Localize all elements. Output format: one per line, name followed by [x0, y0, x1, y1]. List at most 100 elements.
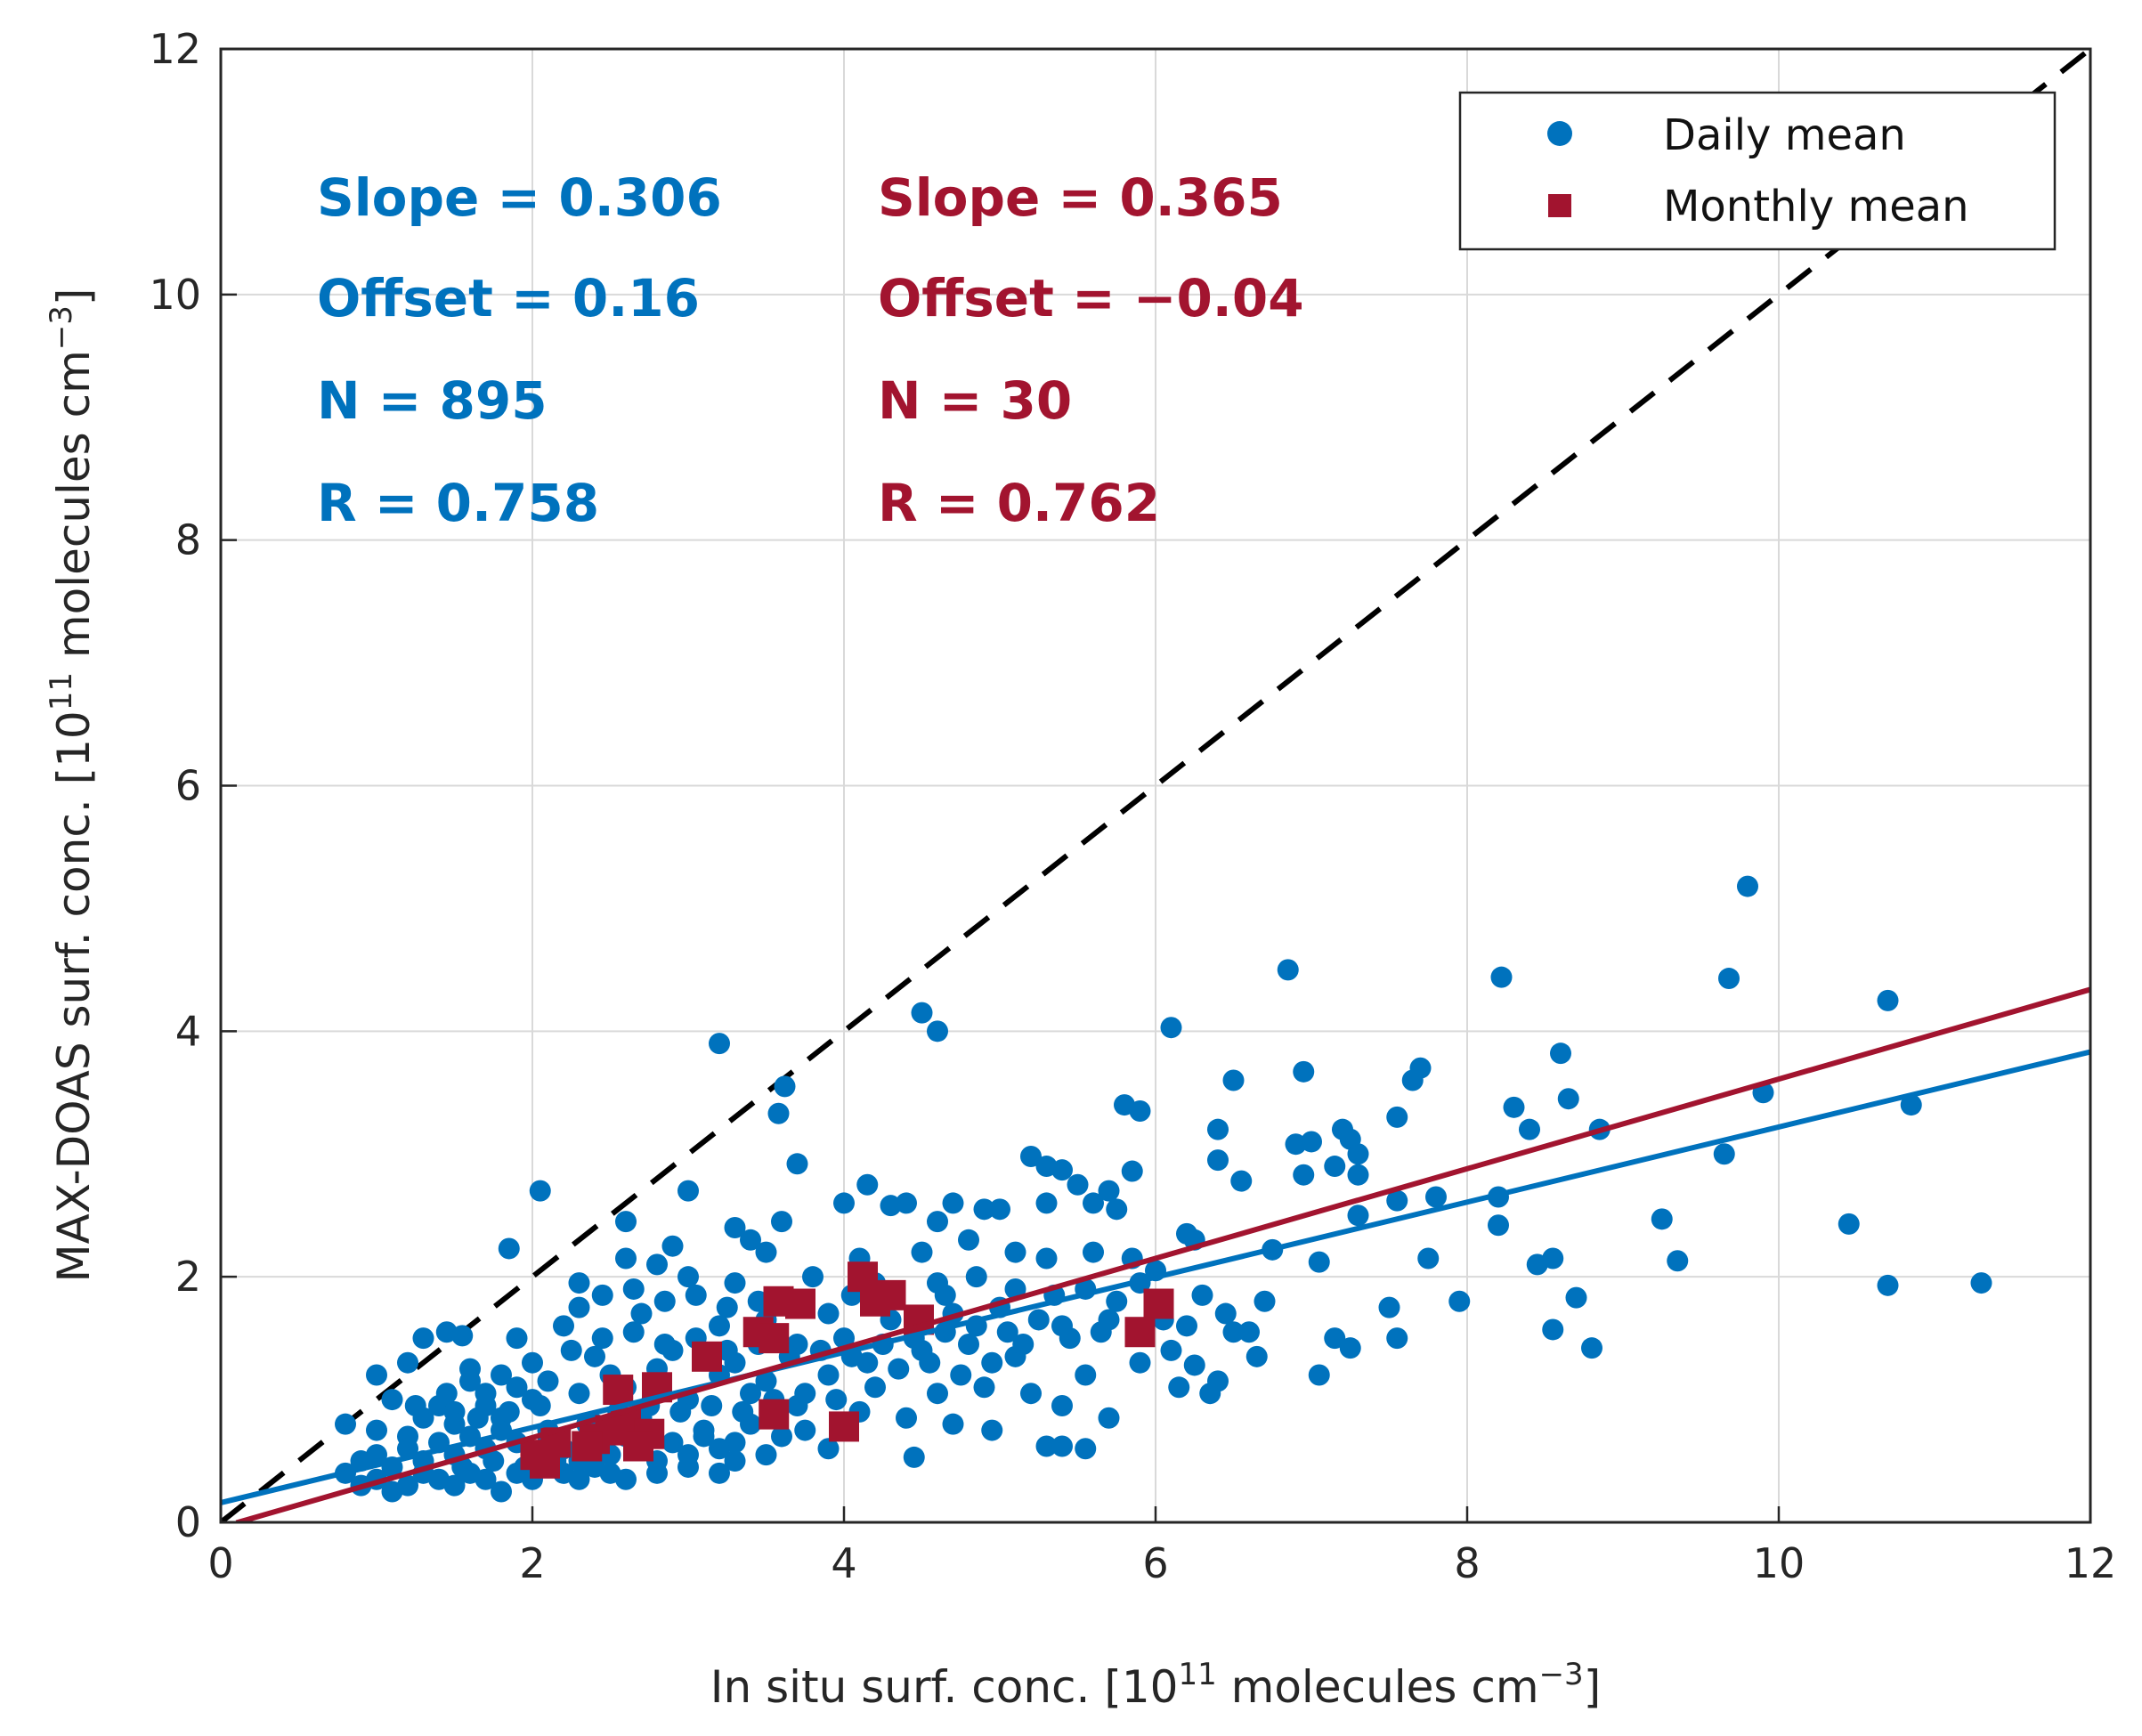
daily-mean-point: [1651, 1208, 1673, 1230]
daily-mean-point: [709, 1315, 730, 1337]
daily-mean-point: [467, 1407, 489, 1429]
daily-mean-point: [1168, 1376, 1190, 1399]
daily-mean-point: [677, 1180, 699, 1202]
daily-mean-point: [568, 1296, 590, 1318]
daily-mean-point: [591, 1327, 613, 1350]
legend-monthly-marker: [1548, 194, 1571, 217]
daily-mean-point: [1401, 1069, 1424, 1091]
daily-mean-point: [724, 1450, 746, 1472]
daily-mean-point: [661, 1235, 684, 1257]
x-tick-label: 10: [1753, 1539, 1805, 1587]
daily-mean-point: [1051, 1159, 1073, 1181]
daily-mean-point: [1324, 1327, 1346, 1350]
daily-mean-point: [919, 1351, 941, 1374]
daily-mean-point: [1339, 1337, 1361, 1359]
daily-mean-point: [864, 1376, 886, 1399]
daily-mean-point: [833, 1192, 855, 1214]
daily-mean-point: [1106, 1290, 1128, 1312]
monthly-mean-point: [623, 1431, 653, 1462]
daily-mean-point: [615, 1468, 637, 1490]
daily-mean-point: [942, 1413, 964, 1435]
daily-mean-point: [989, 1198, 1010, 1221]
daily-mean-point: [1877, 1274, 1899, 1296]
daily-mean-point: [1490, 966, 1513, 988]
daily-mean-point: [1581, 1337, 1602, 1359]
daily-mean-point: [1386, 1327, 1408, 1350]
daily-mean-point: [771, 1425, 792, 1448]
daily-mean-point: [661, 1432, 684, 1454]
daily-mean-point: [716, 1296, 738, 1318]
monthly-mean-point: [572, 1431, 603, 1462]
daily-mean-point: [1667, 1250, 1689, 1272]
daily-mean-point: [1207, 1149, 1229, 1172]
daily-mean-point: [1565, 1286, 1587, 1309]
daily-mean-point: [1230, 1170, 1253, 1192]
daily-mean-point: [1035, 1192, 1058, 1214]
daily-mean-point: [1293, 1164, 1315, 1186]
daily-mean-point: [927, 1211, 948, 1233]
daily-mean-point: [927, 1383, 948, 1405]
daily-mean-point: [1557, 1088, 1579, 1110]
daily-mean-point: [584, 1345, 605, 1367]
daily-mean-point: [1020, 1383, 1042, 1405]
daily-mean-point: [491, 1480, 512, 1503]
daily-mean-point: [568, 1468, 590, 1490]
legend-daily-marker: [1547, 121, 1572, 146]
daily-mean-point: [802, 1266, 824, 1288]
daily-mean-point: [1160, 1017, 1182, 1039]
daily-mean-point: [1020, 1146, 1042, 1168]
daily-mean-point: [1542, 1247, 1564, 1270]
daily-mean-point: [709, 1033, 730, 1055]
daily-mean-point: [491, 1364, 512, 1386]
daily-mean-point: [381, 1389, 403, 1411]
daily-slope: Slope = 0.306: [317, 167, 722, 228]
y-tick-labels: 0 2 4 6 8 10 12: [149, 25, 201, 1546]
daily-mean-point: [529, 1394, 551, 1416]
daily-mean-point: [646, 1253, 668, 1276]
daily-mean-point: [653, 1290, 676, 1312]
monthly-fit-line: [235, 986, 2090, 1522]
daily-mean-point: [669, 1400, 692, 1423]
daily-mean-point: [693, 1425, 715, 1448]
monthly-mean-point: [875, 1279, 906, 1310]
daily-mean-point: [615, 1211, 637, 1233]
y-tick-label: 10: [149, 271, 201, 319]
daily-mean-point: [1035, 1247, 1058, 1270]
daily-mean-point: [1207, 1370, 1229, 1392]
daily-mean-point: [483, 1450, 505, 1472]
daily-mean-point: [958, 1334, 979, 1356]
x-tick-label: 2: [519, 1539, 545, 1587]
daily-mean-point: [475, 1468, 497, 1490]
daily-mean-point: [1718, 968, 1740, 990]
daily-mean-point: [950, 1364, 972, 1386]
daily-mean-point: [1129, 1351, 1151, 1374]
daily-mean-point: [498, 1237, 520, 1260]
monthly-stats: Slope = 0.365 Offset = −0.04 N = 30 R = …: [878, 167, 1304, 533]
daily-mean-point: [1900, 1094, 1922, 1116]
daily-mean-point: [973, 1198, 995, 1221]
x-axis-label: In situ surf. conc. [1011 molecules cm−3…: [710, 1657, 1601, 1713]
daily-mean-point: [451, 1325, 474, 1347]
daily-mean-point: [981, 1351, 1003, 1374]
daily-mean-point: [1417, 1247, 1440, 1270]
daily-mean-point: [973, 1376, 995, 1399]
daily-mean-point: [1503, 1096, 1525, 1118]
daily-fit-line: [221, 1049, 2090, 1505]
daily-mean-point: [740, 1229, 761, 1251]
daily-mean-point: [1877, 989, 1899, 1011]
monthly-n: N = 30: [878, 370, 1072, 431]
daily-mean-point: [856, 1173, 879, 1196]
daily-mean-point: [701, 1394, 723, 1416]
daily-mean-point: [1347, 1143, 1369, 1165]
axes-box: [219, 47, 2092, 1524]
daily-mean-point: [1098, 1180, 1120, 1202]
daily-mean-point: [817, 1438, 840, 1460]
daily-mean-point: [1214, 1302, 1237, 1325]
daily-mean-point: [459, 1370, 481, 1392]
daily-mean-point: [404, 1394, 426, 1416]
y-tick-label: 0: [175, 1498, 201, 1546]
monthly-mean-point: [759, 1323, 790, 1354]
daily-mean-point: [560, 1339, 582, 1361]
daily-offset: Offset = 0.16: [317, 268, 700, 329]
daily-mean-point: [1129, 1099, 1151, 1122]
